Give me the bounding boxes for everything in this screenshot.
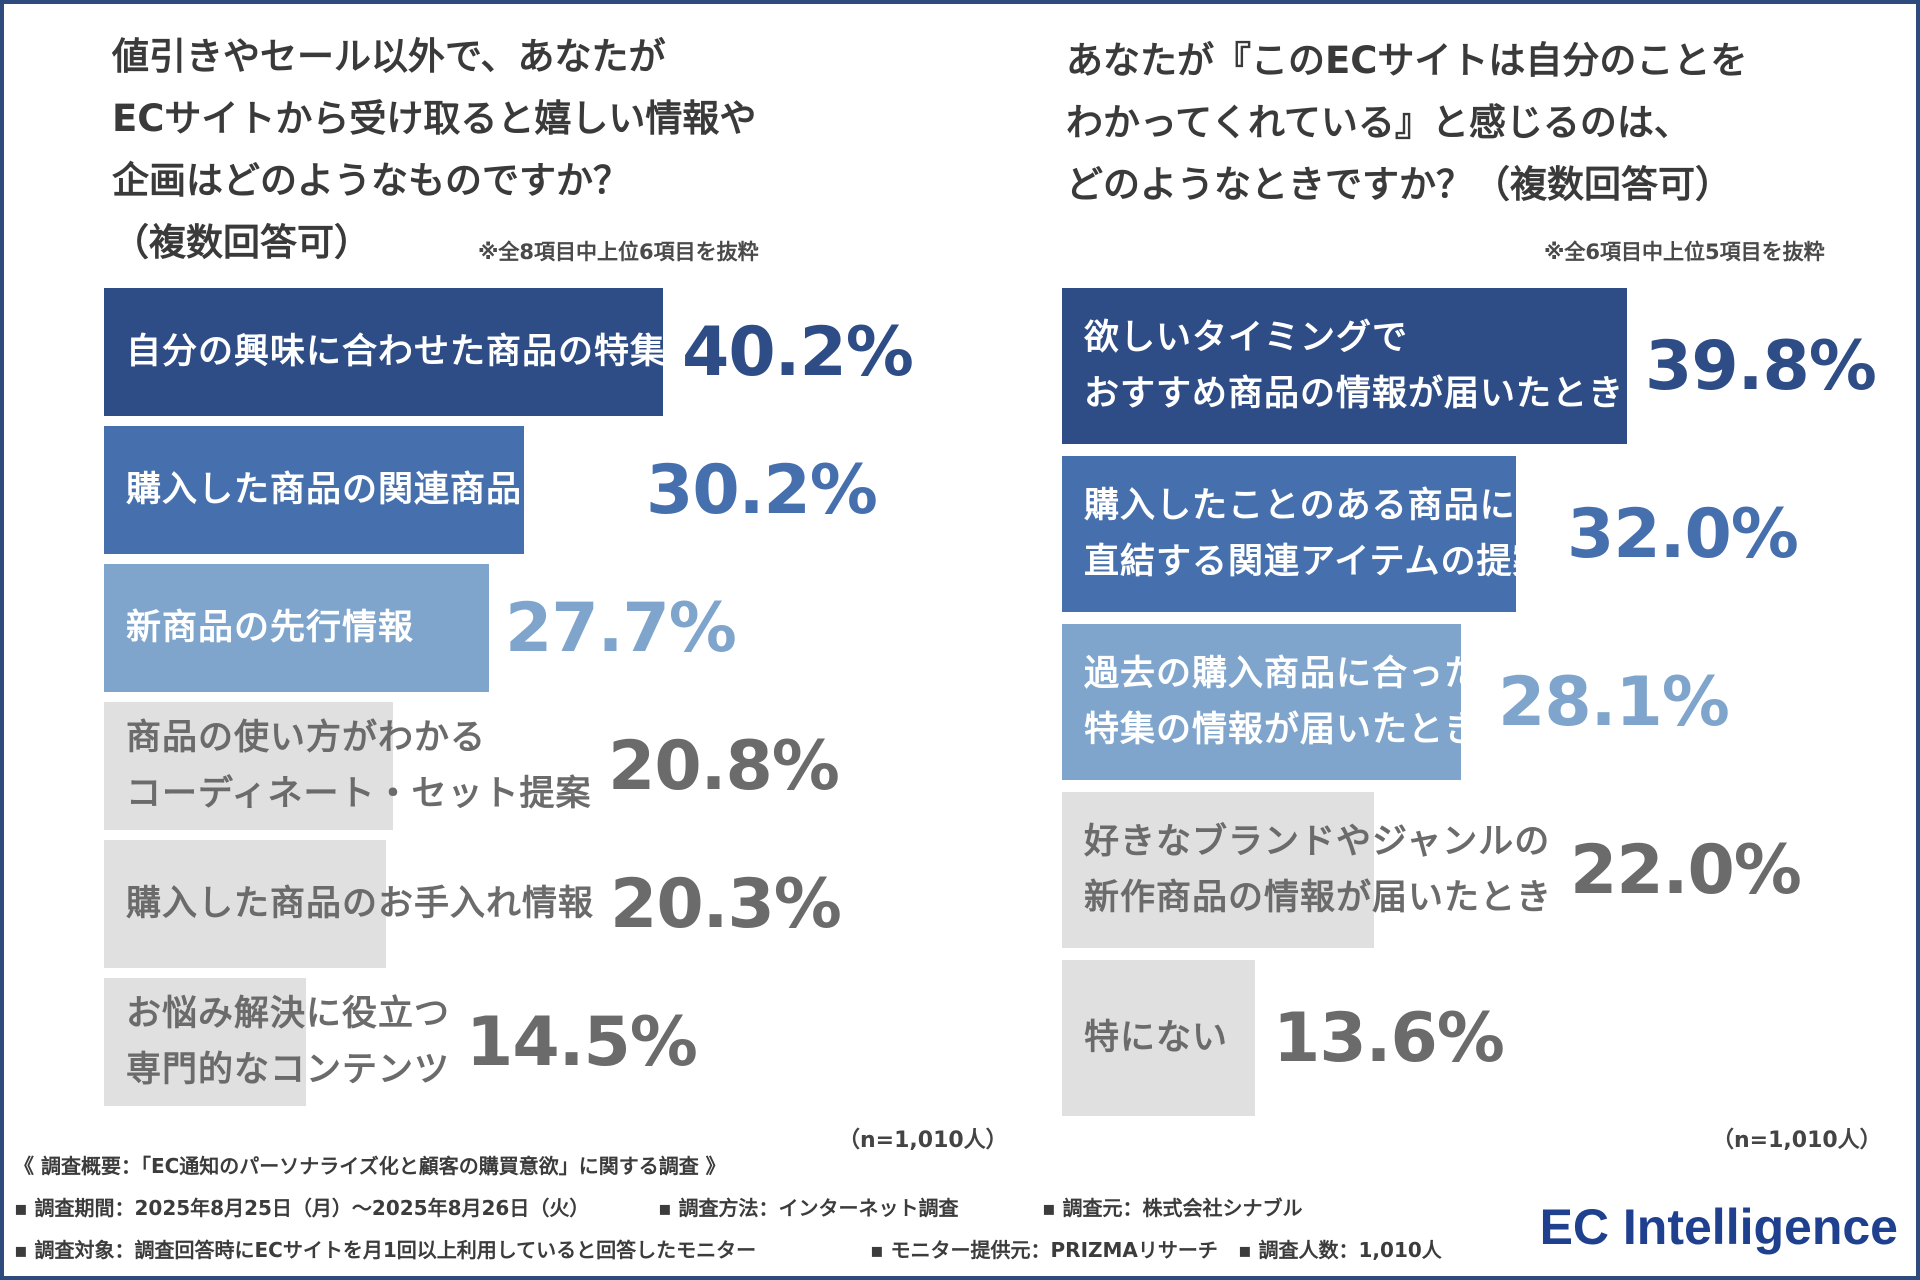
bar-label: お悩み解決に役立つ 専門的なコンテンツ xyxy=(126,994,451,1090)
bar-value-label: 30.2% xyxy=(646,451,878,530)
bar-row: 好きなブランドやジャンルの 新作商品の情報が届いたとき 22.0% xyxy=(1062,792,1882,948)
bar xyxy=(104,288,663,416)
bar-value-label: 28.1% xyxy=(1498,663,1730,742)
bar-value-label: 20.8% xyxy=(608,727,840,806)
bar-row: 欲しいタイミングで おすすめ商品の情報が届いたとき 39.8% xyxy=(1062,288,1882,444)
bar-value-label: 13.6% xyxy=(1273,999,1505,1078)
bar xyxy=(1062,456,1516,612)
bar-label: 欲しいタイミングで おすすめ商品の情報が届いたとき xyxy=(1084,318,1625,414)
survey-period: ▪ 調査期間：2025年8月25日（月）〜2025年8月26日（火） xyxy=(14,1196,590,1220)
bar xyxy=(1062,792,1374,948)
survey-method: ▪ 調査方法：インターネット調査 xyxy=(658,1196,959,1220)
bar-row: 購入した商品のお手入れ情報 20.3% xyxy=(104,840,924,968)
bar-value-label: 22.0% xyxy=(1570,831,1802,910)
bar-row: 自分の興味に合わせた商品の特集 40.2% xyxy=(104,288,924,416)
bar xyxy=(1062,624,1461,780)
bar-label: 商品の使い方がわかる コーディネート・セット提案 xyxy=(126,718,592,814)
survey-count: ▪ 調査人数：1,010人 xyxy=(1238,1238,1442,1262)
bar-value-label: 14.5% xyxy=(466,1003,698,1082)
ec-intelligence-logo: EC Intelligence xyxy=(1539,1199,1898,1255)
bar xyxy=(104,564,489,692)
bar-row: 特にない 13.6% xyxy=(1062,960,1882,1116)
bar-label: 好きなブランドやジャンルの 新作商品の情報が届いたとき xyxy=(1084,822,1553,918)
survey-organizer: ▪ 調査元：株式会社シナブル xyxy=(1042,1196,1303,1220)
bar xyxy=(104,978,306,1106)
bar-value-label: 39.8% xyxy=(1645,327,1877,406)
bar-row: 商品の使い方がわかる コーディネート・セット提案 20.8% xyxy=(104,702,924,830)
bar-label: 過去の購入商品に合った 特集の情報が届いたとき xyxy=(1084,654,1481,750)
bar xyxy=(104,840,386,968)
bar-label: 購入したことのある商品に 直結する関連アイテムの提案 xyxy=(1084,486,1549,582)
survey-target: ▪ 調査対象：調査回答時にECサイトを月1回以上利用していると回答したモニター xyxy=(14,1238,757,1262)
right-extract-note: ※全6項目中上位5項目を抜粋 xyxy=(1544,240,1825,264)
left-extract-note: ※全8項目中上位6項目を抜粋 xyxy=(478,240,759,264)
bar-row: 購入した商品の関連商品の提案 30.2% xyxy=(104,426,924,554)
bar-value-label: 40.2% xyxy=(682,313,914,392)
left-question-title: 値引きやセール以外で、あなたが ECサイトから受け取ると嬉しい情報や 企画はどの… xyxy=(112,35,757,264)
bar-label: 購入した商品の関連商品の提案 xyxy=(126,470,631,510)
bar xyxy=(1062,960,1255,1116)
bar-label: 自分の興味に合わせた商品の特集 xyxy=(126,332,667,372)
bar-row: 過去の購入商品に合った 特集の情報が届いたとき 28.1% xyxy=(1062,624,1882,780)
bar xyxy=(104,426,524,554)
bar-row: お悩み解決に役立つ 専門的なコンテンツ 14.5% xyxy=(104,978,924,1106)
survey-summary: 《 調査概要：「EC通知のパーソナライズ化と顧客の購買意欲」に関する調査 》 xyxy=(14,1154,726,1178)
bar xyxy=(1062,288,1627,444)
bar-label: 購入した商品のお手入れ情報 xyxy=(126,884,595,924)
bar-value-label: 32.0% xyxy=(1567,495,1799,574)
bar-value-label: 27.7% xyxy=(505,589,737,668)
bar-label: 特にない xyxy=(1084,1018,1229,1058)
right-sample-size: （n=1,010人） xyxy=(1712,1128,1882,1153)
right-question-title: あなたが『このECサイトは自分のことを わかってくれている』と感じるのは、 どの… xyxy=(1066,39,1748,206)
bar xyxy=(104,702,393,830)
bar-value-label: 20.3% xyxy=(610,865,842,944)
bar-label: 新商品の先行情報 xyxy=(126,608,415,648)
survey-provider: ▪ モニター提供元：PRIZMAリサーチ xyxy=(870,1238,1218,1262)
bar-row: 新商品の先行情報 27.7% xyxy=(104,564,924,692)
bar-row: 購入したことのある商品に 直結する関連アイテムの提案 32.0% xyxy=(1062,456,1882,612)
left-sample-size: （n=1,010人） xyxy=(838,1128,1008,1153)
